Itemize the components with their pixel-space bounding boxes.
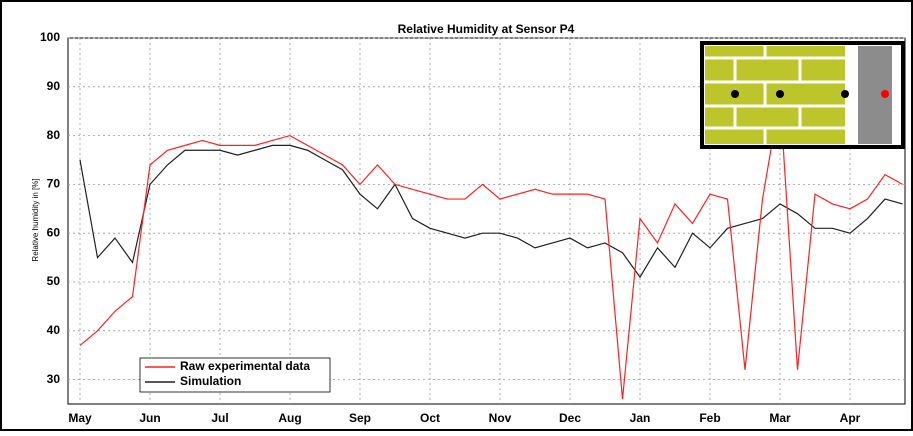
x-tick-label: Oct [420, 411, 440, 425]
legend-label: Raw experimental data [180, 359, 310, 373]
y-axis-label: Relative humidity in [%] [31, 178, 40, 261]
x-tick-label: Apr [840, 411, 861, 425]
gap [892, 46, 900, 144]
legend-label: Simulation [180, 374, 241, 388]
y-tick-label: 100 [40, 30, 60, 44]
x-tick-label: Sep [349, 411, 371, 425]
x-tick-label: Nov [489, 411, 512, 425]
x-tick-label: May [68, 411, 92, 425]
x-tick-label: Jan [630, 411, 651, 425]
y-tick-label: 40 [47, 323, 61, 337]
y-tick-label: 50 [47, 274, 61, 288]
gap [848, 46, 858, 144]
y-tick-label: 90 [47, 79, 61, 93]
x-tick-label: Jun [139, 411, 160, 425]
sensor-dot [776, 90, 784, 98]
y-tick-label: 70 [47, 177, 61, 191]
x-tick-label: Dec [559, 411, 581, 425]
inset-schematic [702, 43, 903, 147]
x-tick-label: Feb [699, 411, 720, 425]
y-tick-label: 80 [47, 128, 61, 142]
chart: Relative Humidity at Sensor P4 Relative … [0, 0, 913, 431]
chart-title: Relative Humidity at Sensor P4 [398, 22, 575, 36]
sensor-dot [731, 90, 739, 98]
y-tick-label: 60 [47, 225, 61, 239]
x-tick-label: Jul [211, 411, 228, 425]
sensor-dot [841, 90, 849, 98]
x-tick-label: Aug [278, 411, 301, 425]
y-tick-label: 30 [47, 372, 61, 386]
sensor-dot [881, 90, 889, 98]
x-tick-label: Mar [769, 411, 791, 425]
